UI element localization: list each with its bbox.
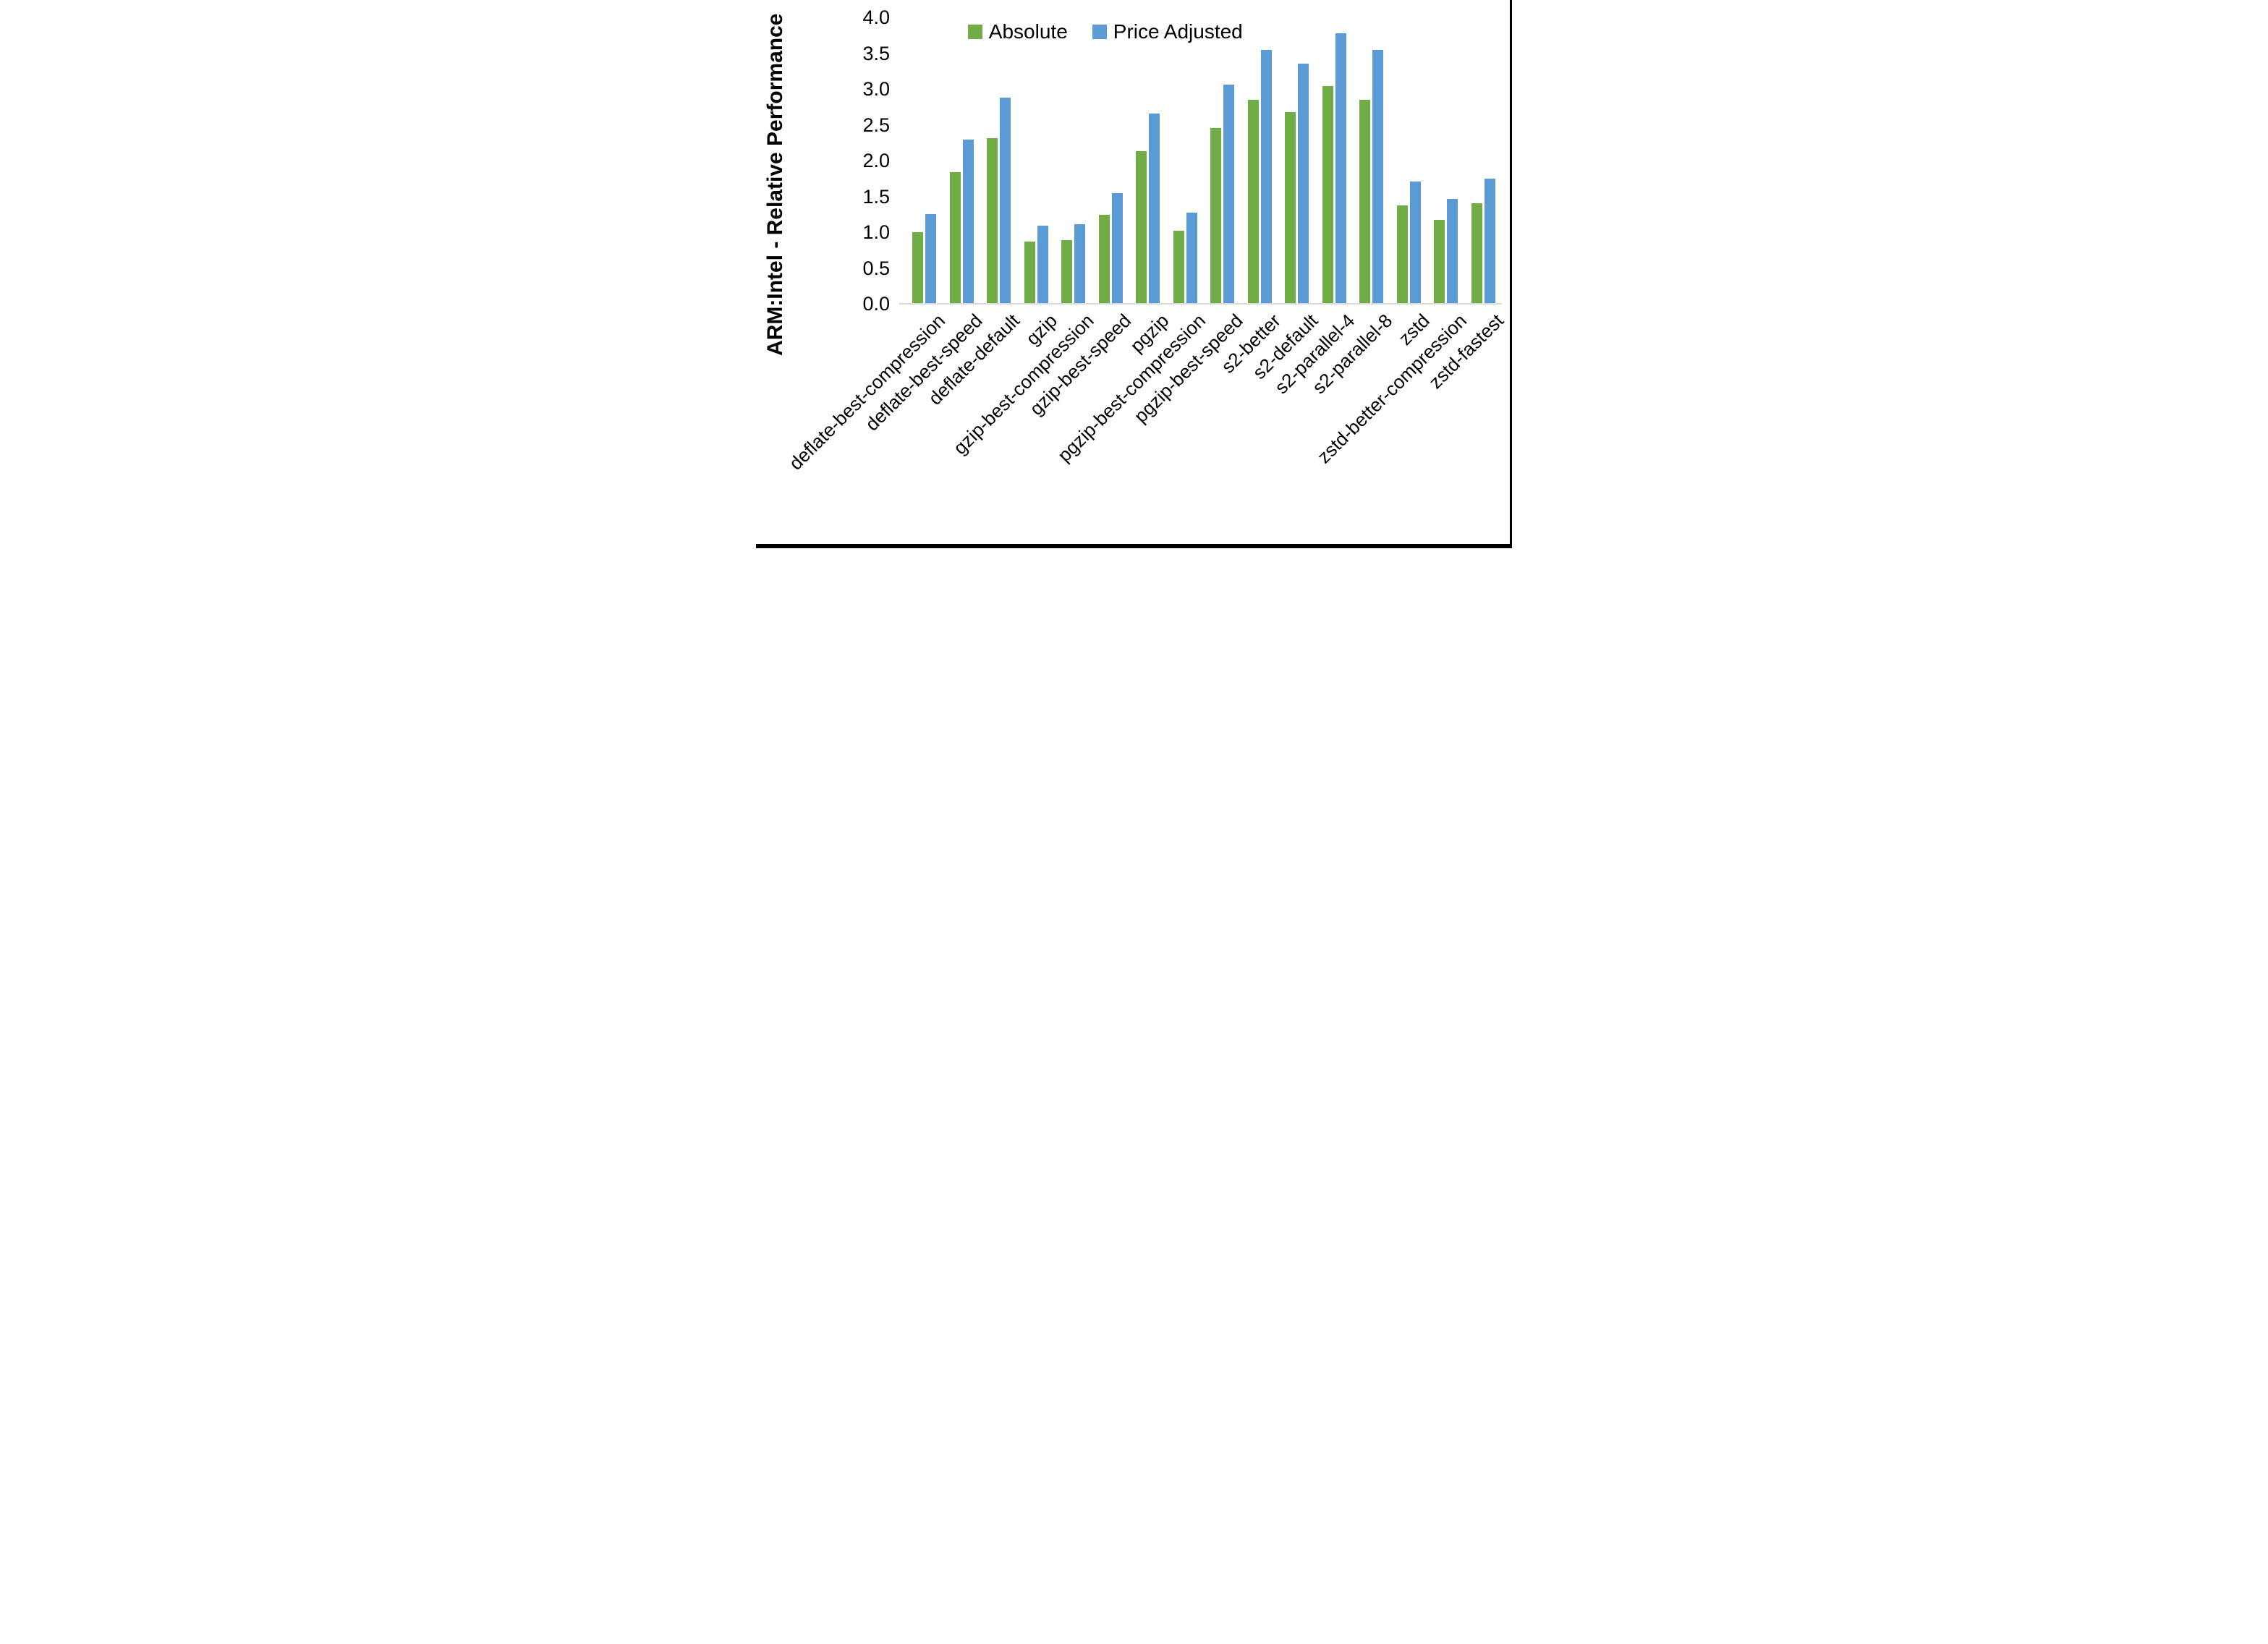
category-slot (943, 17, 981, 304)
bar-price-adjusted-gzip (1037, 226, 1048, 304)
bar-price-adjusted-s2-parallel-8 (1372, 49, 1384, 304)
y-tick-label: 1.0 (862, 221, 890, 243)
y-tick-label: 0.5 (862, 257, 890, 279)
bar-price-adjusted-zstd (1409, 181, 1421, 304)
bar-absolute-pgzip (1136, 151, 1147, 304)
y-tick-label: 3.5 (862, 42, 890, 64)
bar-price-adjusted-deflate-default (1000, 97, 1011, 304)
bar-price-adjusted-zstd-better-compression (1447, 199, 1458, 304)
legend-label-absolute: Absolute (988, 20, 1068, 43)
bottom-frame-border (756, 544, 1512, 548)
category-slot (1241, 17, 1279, 304)
y-tick-label: 4.0 (862, 7, 890, 28)
category-slot (1129, 17, 1167, 304)
bar-price-adjusted-s2-better (1260, 49, 1272, 304)
bar-price-adjusted-pgzip (1149, 113, 1160, 304)
y-tick-label: 0.0 (862, 293, 890, 315)
bar-price-adjusted-pgzip-best-compression (1186, 213, 1197, 304)
bar-absolute-zstd-fastest (1471, 203, 1482, 304)
y-tick-label: 2.5 (862, 114, 890, 136)
legend-swatch-price-adjusted-icon (1092, 25, 1107, 39)
category-slot (1167, 17, 1205, 304)
bar-price-adjusted-gzip-best-compression (1074, 224, 1086, 304)
y-tick-label: 1.5 (862, 185, 890, 208)
y-tick-label: 2.0 (862, 150, 890, 171)
category-slot (1353, 17, 1390, 304)
bar-absolute-pgzip-best-speed (1210, 128, 1222, 304)
legend: Absolute Price Adjusted (967, 20, 1243, 43)
bar-absolute-pgzip-best-compression (1173, 231, 1184, 304)
legend-label-price-adjusted: Price Adjusted (1113, 20, 1243, 43)
category-slot (1092, 17, 1130, 304)
category-slot (1465, 17, 1503, 304)
bar-absolute-zstd (1396, 205, 1408, 304)
bar-price-adjusted-deflate-best-speed (962, 140, 974, 304)
legend-swatch-absolute-icon (967, 25, 982, 39)
bar-absolute-deflate-default (987, 138, 998, 304)
bar-absolute-s2-parallel-8 (1359, 99, 1371, 304)
bar-absolute-deflate-best-speed (949, 171, 961, 304)
bar-price-adjusted-deflate-best-compression (925, 214, 937, 304)
category-slot (1278, 17, 1316, 304)
legend-entry-price-adjusted: Price Adjusted (1092, 20, 1243, 43)
category-slot (1316, 17, 1354, 304)
bar-absolute-gzip-best-compression (1061, 239, 1073, 304)
bar-price-adjusted-pgzip-best-speed (1223, 85, 1235, 304)
bar-price-adjusted-s2-default (1298, 64, 1309, 304)
bar-absolute-s2-default (1285, 111, 1296, 304)
bar-price-adjusted-s2-parallel-4 (1335, 33, 1346, 304)
category-slot (1018, 17, 1056, 304)
x-axis-line (899, 303, 1502, 304)
category-slot (1204, 17, 1241, 304)
bar-price-adjusted-zstd-fastest (1484, 178, 1495, 304)
bar-absolute-s2-parallel-4 (1322, 86, 1333, 304)
legend-entry-absolute: Absolute (967, 20, 1068, 43)
y-axis-title: ARM:Intel - Relative Performance (763, 13, 787, 357)
bar-absolute-s2-better (1247, 99, 1259, 304)
category-slot (1390, 17, 1428, 304)
bar-absolute-deflate-best-compression (912, 232, 924, 304)
category-slot (980, 17, 1018, 304)
category-slot (1427, 17, 1465, 304)
category-slot (1055, 17, 1092, 304)
y-tick-label: 3.0 (862, 78, 890, 100)
chart-figure: ARM:Intel - Relative Performance Absolut… (756, 0, 1512, 548)
bar-absolute-gzip (1024, 241, 1035, 304)
bar-absolute-gzip-best-speed (1098, 215, 1110, 304)
bar-price-adjusted-gzip-best-speed (1111, 192, 1123, 304)
bar-absolute-zstd-better-compression (1434, 220, 1445, 304)
plot-area (906, 17, 1502, 304)
right-frame-border (1510, 0, 1512, 548)
category-slot (906, 17, 943, 304)
